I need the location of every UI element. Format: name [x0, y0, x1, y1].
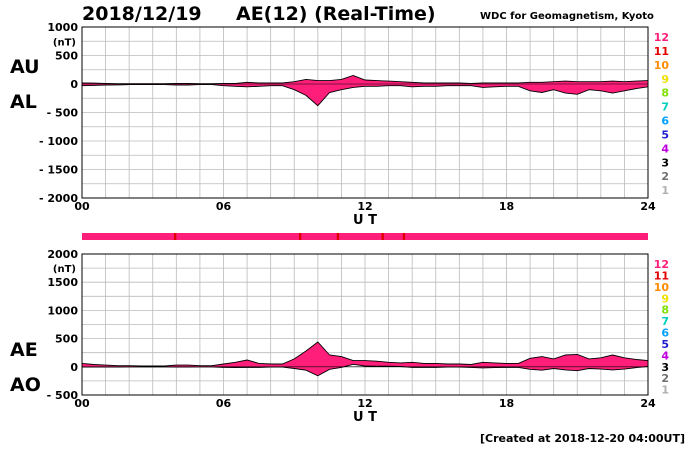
legend-entry-7: 7 — [661, 315, 669, 328]
legend-entry-9: 9 — [661, 292, 669, 305]
legend-entry-3: 3 — [661, 156, 669, 169]
legend-entry-10: 10 — [654, 281, 670, 294]
chart-title: AE(12) (Real-Time) — [236, 3, 436, 25]
legend-entry-8: 8 — [661, 87, 669, 100]
legend-entry-11: 11 — [654, 269, 669, 282]
legend-entry-6: 6 — [661, 327, 669, 340]
x-tick-label: 00 — [74, 397, 90, 410]
legend-entry-5: 5 — [661, 128, 669, 141]
legend-entry-8: 8 — [661, 304, 669, 317]
quality-bar-segment — [381, 233, 384, 240]
station-quality-bar — [82, 233, 648, 240]
y-tick-label: 500 — [55, 50, 78, 63]
series-label-al: AL — [10, 91, 37, 113]
legend-entry-1: 1 — [661, 184, 669, 197]
y-tick-label: - 500 — [47, 389, 79, 402]
legend-entry-3: 3 — [661, 361, 669, 374]
x-tick-label: 06 — [216, 397, 232, 410]
legend-entry-10: 10 — [654, 59, 670, 72]
y-tick-label: 2000 — [47, 248, 78, 261]
quality-bar-segment — [298, 233, 302, 240]
unit-label: (nT) — [53, 37, 76, 48]
unit-label: (nT) — [53, 264, 76, 275]
series-au — [81, 75, 649, 85]
legend-entry-9: 9 — [661, 73, 669, 86]
x-tick-label: 24 — [640, 200, 656, 213]
chart-date: 2018/12/19 — [82, 3, 202, 25]
y-tick-label: - 1000 — [39, 135, 78, 148]
legend-entry-6: 6 — [661, 115, 669, 128]
series-label-ao: AO — [10, 374, 41, 396]
y-tick-label: - 500 — [47, 107, 79, 120]
x-tick-label: 18 — [499, 397, 514, 410]
y-tick-label: - 2000 — [39, 192, 78, 205]
y-tick-label: 0 — [70, 361, 78, 374]
plot-frame — [81, 253, 649, 396]
y-tick-label: 500 — [55, 333, 78, 346]
x-tick-label: 18 — [499, 200, 514, 213]
au-al-panel — [81, 26, 649, 199]
legend-entry-2: 2 — [661, 170, 669, 183]
series-label-au: AU — [10, 56, 40, 78]
legend-entry-12: 12 — [654, 258, 669, 271]
series-ae — [81, 341, 649, 367]
quality-bar-segment — [173, 233, 177, 240]
legend-entry-2: 2 — [661, 372, 669, 385]
legend-entry-4: 4 — [661, 142, 669, 155]
x-tick-label: 00 — [74, 200, 90, 213]
y-tick-label: 1000 — [47, 21, 78, 34]
legend-entry-12: 12 — [654, 31, 669, 44]
y-tick-label: - 1500 — [39, 164, 78, 177]
x-tick-label: 12 — [357, 200, 372, 213]
quality-bar-segment — [402, 233, 406, 240]
legend-entry-1: 1 — [661, 384, 669, 397]
created-timestamp: [Created at 2018-12-20 04:00UT] — [480, 432, 686, 445]
series-al — [81, 84, 649, 107]
x-tick-label: 24 — [640, 397, 656, 410]
data-source: WDC for Geomagnetism, Kyoto — [480, 11, 654, 22]
series-ao — [82, 363, 649, 377]
x-axis-label: U T — [353, 410, 377, 425]
legend-entry-4: 4 — [661, 349, 669, 362]
x-tick-label: 06 — [216, 200, 232, 213]
series-label-ae: AE — [10, 339, 38, 361]
y-tick-label: 1500 — [47, 276, 78, 289]
legend-entry-7: 7 — [661, 101, 669, 114]
legend-entry-5: 5 — [661, 338, 669, 351]
x-tick-label: 12 — [357, 397, 372, 410]
y-tick-label: 1000 — [47, 304, 78, 317]
plot-frame — [81, 26, 649, 199]
x-axis-label: U T — [353, 213, 377, 228]
ae-ao-panel — [81, 253, 649, 396]
quality-bar-segment — [336, 233, 340, 240]
y-tick-label: 0 — [70, 78, 78, 91]
legend-entry-11: 11 — [654, 45, 669, 58]
